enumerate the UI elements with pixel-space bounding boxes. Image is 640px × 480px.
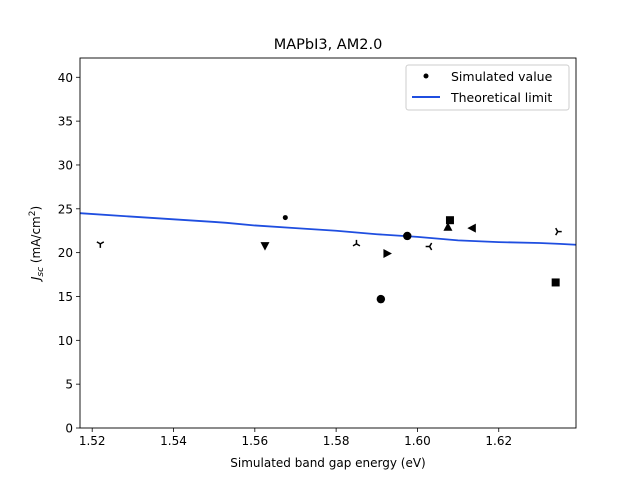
data-point-tri-down [96, 241, 105, 248]
data-point-circle [403, 231, 412, 241]
y-axis-label: Jsc (mA/cm2) [28, 206, 46, 282]
x-tick-label: 1.54 [160, 434, 187, 448]
theoretical-limit-line [79, 212, 577, 246]
y-tick-label: 10 [58, 334, 73, 348]
legend-label-simulated-value: Simulated value [451, 69, 553, 84]
data-point-tri-up [352, 239, 361, 247]
data-point-point [282, 215, 288, 221]
x-tick-label: 1.58 [323, 434, 350, 448]
legend: Simulated value Theoretical limit [405, 64, 570, 111]
x-tick-label: 1.56 [241, 434, 268, 448]
chart-title: MAPbI3, AM2.0 [274, 37, 383, 53]
legend-box [405, 64, 570, 111]
data-point-tri-left [425, 242, 433, 251]
data-points-layer [96, 215, 562, 304]
y-axis: 0 5 10 15 20 25 30 35 40 [58, 71, 80, 436]
y-tick-label: 30 [58, 158, 73, 172]
x-tick-label: 1.52 [79, 434, 106, 448]
y-tick-label: 20 [58, 246, 73, 260]
theoretical-limit-layer [79, 212, 577, 246]
x-tick-label: 1.60 [404, 434, 431, 448]
y-axis-label-superscript: 2 [28, 211, 38, 217]
y-tick-label: 25 [58, 202, 73, 216]
data-point-circle [376, 294, 386, 304]
legend-marker-simulated-value [423, 73, 429, 79]
y-tick-label: 5 [65, 378, 73, 392]
plot-frame [79, 57, 577, 429]
data-point-triangle-right [383, 249, 392, 259]
y-axis-label-symbol: J [29, 276, 43, 282]
x-tick-label: 1.62 [485, 434, 512, 448]
y-tick-label: 40 [58, 71, 73, 85]
data-point-tri-right [555, 227, 562, 236]
data-point-triangle-up [443, 222, 453, 231]
data-point-triangle-left [467, 223, 476, 233]
data-point-triangle-down [260, 242, 270, 251]
x-axis-label: Simulated band gap energy (eV) [230, 456, 425, 470]
y-axis-label-unit: (mA/cm [29, 216, 43, 267]
y-tick-label: 0 [65, 422, 73, 436]
data-point-square [551, 278, 560, 287]
legend-label-theoretical-limit: Theoretical limit [450, 90, 552, 105]
y-tick-label: 15 [58, 290, 73, 304]
data-point-square [445, 216, 454, 225]
y-tick-label: 35 [58, 115, 73, 129]
x-axis: 1.52 1.54 1.56 1.58 1.60 1.62 [79, 428, 512, 448]
y-axis-label-subscript: sc [36, 267, 46, 277]
y-axis-label-close: ) [29, 206, 43, 211]
